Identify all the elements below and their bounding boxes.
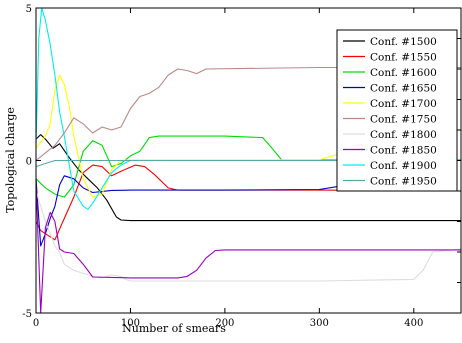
x-axis-label: Number of smears bbox=[122, 322, 226, 335]
y-tick-label: 5 bbox=[26, 4, 32, 15]
axes-layer: 0 100 200 300 400-505 bbox=[22, 4, 462, 329]
x-tick-label: 0 bbox=[33, 318, 39, 329]
x-tick-label: 100 bbox=[121, 318, 140, 329]
series-line-5 bbox=[35, 66, 461, 161]
x-tick-label: 200 bbox=[215, 318, 234, 329]
legend-entry: Conf. #1800 bbox=[370, 129, 437, 141]
series-line-7 bbox=[35, 178, 461, 314]
legend: Conf. #1500 Conf. #1550 Conf. #1600 Conf. #… bbox=[336, 29, 458, 192]
legend-entry: Conf. #1700 bbox=[370, 98, 437, 110]
legend-entry: Conf. #1500 bbox=[370, 36, 437, 48]
series-line-6 bbox=[35, 190, 462, 282]
y-axis-label: Topological charge bbox=[4, 107, 17, 213]
legend-entry: Conf. #1750 bbox=[370, 114, 437, 126]
legend-entry: Conf. #1600 bbox=[370, 67, 437, 79]
series-layer bbox=[35, 7, 462, 314]
legend-entry: Conf. #1950 bbox=[370, 176, 437, 188]
x-tick-label: 400 bbox=[404, 318, 423, 329]
x-tick-label: 300 bbox=[310, 318, 329, 329]
series-line-9 bbox=[35, 159, 461, 168]
legend-entry: Conf. #1900 bbox=[370, 160, 437, 172]
y-tick-label: -5 bbox=[22, 309, 32, 320]
legend-entry: Conf. #1850 bbox=[370, 145, 437, 157]
series-line-0 bbox=[35, 134, 461, 222]
legend-entry: Conf. #1650 bbox=[370, 83, 437, 95]
legend-entry: Conf. #1550 bbox=[370, 52, 437, 64]
y-tick-label: 0 bbox=[26, 157, 32, 168]
